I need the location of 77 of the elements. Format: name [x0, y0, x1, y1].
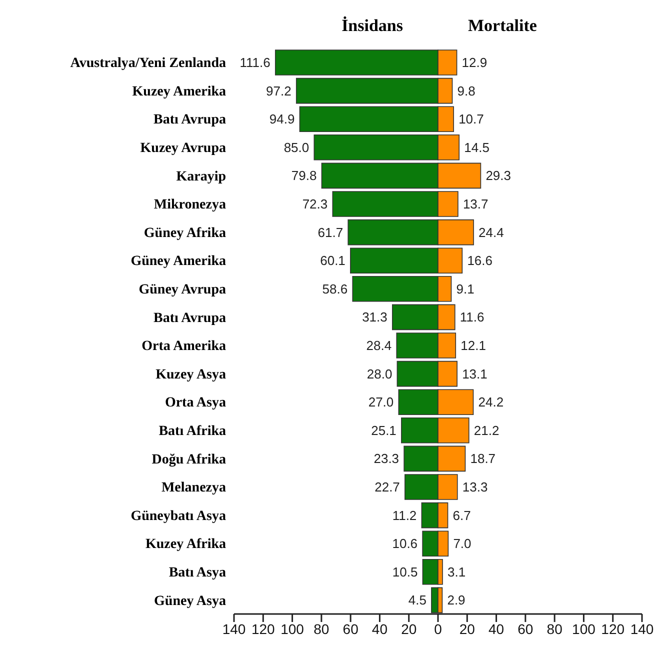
x-tick-label: 20	[401, 620, 417, 637]
data-label: 2.9	[447, 592, 466, 608]
data-label: 97.2	[266, 83, 292, 98]
data-label: 13.3	[462, 480, 488, 494]
y-tick-label: Batı Afrika	[158, 424, 226, 440]
y-tick-label: Kuzey Asya	[156, 367, 226, 382]
data-label: 29.3	[486, 168, 512, 184]
data-label: 21.2	[474, 422, 500, 438]
y-tick-label: Güney Amerika	[130, 254, 226, 270]
data-label: 28.0	[366, 366, 392, 382]
y-tick-label: Batı Avrupa	[154, 310, 226, 326]
data-label: 58.6	[322, 281, 348, 296]
data-label: 60.1	[320, 253, 346, 268]
y-tick-label: Karayip	[176, 169, 226, 184]
y-tick-label: Orta Amerika	[142, 339, 226, 354]
series-label: Mortalite	[468, 16, 537, 36]
data-label: 10.7	[458, 112, 484, 127]
y-tick-label: Avustralya/Yeni Zenlanda	[70, 56, 226, 72]
data-label: 12.9	[462, 55, 488, 70]
data-label: 94.9	[269, 112, 295, 127]
data-label: 72.3	[302, 196, 328, 212]
y-tick-label: Melanezya	[161, 480, 226, 496]
x-tick-label: 80	[546, 620, 563, 637]
x-tick-label: 120	[251, 620, 276, 637]
x-tick-label: 0	[434, 620, 442, 637]
y-tick-label: Kuzey Amerika	[132, 84, 226, 100]
x-tick-label: 120	[601, 620, 625, 637]
data-label: 7.0	[453, 536, 472, 552]
data-label: 13.7	[462, 196, 488, 212]
data-label: 12.1	[460, 338, 486, 353]
data-label: 16.6	[467, 253, 492, 268]
data-label: 24.4	[478, 224, 504, 240]
y-tick-label: Güneybatı Asya	[130, 508, 226, 524]
y-tick-label: Doğu Afrika	[152, 452, 226, 468]
data-label: 9.1	[456, 281, 474, 296]
y-tick-label: Güney Afrika	[144, 226, 226, 241]
data-label: 10.6	[392, 536, 418, 552]
y-tick-label: Kuzey Afrika	[146, 537, 226, 552]
data-label: 31.3	[362, 310, 388, 325]
data-label: 4.5	[408, 592, 426, 608]
data-label: 61.7	[318, 224, 344, 240]
y-tick-label: Batı Avrupa	[154, 112, 226, 128]
data-label: 24.2	[478, 394, 504, 410]
data-label: 10.5	[392, 564, 418, 580]
data-label: 6.7	[452, 508, 471, 523]
x-tick-label: 40	[372, 620, 388, 637]
x-tick-label: 100	[572, 620, 596, 637]
y-tick-label: Güney Asya	[154, 594, 226, 609]
data-label: 25.1	[371, 422, 396, 438]
x-tick-label: 40	[488, 620, 504, 637]
data-label: 13.1	[462, 366, 488, 382]
data-label: 11.2	[392, 508, 417, 523]
data-label: 18.7	[470, 451, 496, 466]
x-tick-label: 60	[342, 620, 359, 637]
data-label: 27.0	[368, 394, 394, 410]
data-label: 85.0	[284, 140, 310, 155]
data-label: 9.8	[457, 83, 476, 98]
data-label: 111.6	[240, 55, 270, 70]
x-tick-label: 140	[630, 620, 654, 637]
x-tick-label: 140	[222, 620, 246, 637]
x-tick-label: 20	[459, 620, 476, 637]
data-label: 23.3	[374, 451, 400, 466]
data-label: 22.7	[374, 480, 400, 494]
x-tick-label: 80	[314, 620, 330, 637]
y-tick-label: Batı Asya	[168, 566, 226, 581]
y-tick-label: Kuzey Avrupa	[140, 141, 226, 156]
data-label: 79.8	[291, 168, 317, 184]
series-label: İnsidans	[342, 16, 403, 36]
y-tick-label: Mikronezya	[154, 198, 226, 213]
y-tick-label: Güney Avrupa	[138, 282, 226, 298]
x-tick-label: 100	[280, 620, 304, 637]
data-label: 3.1	[448, 564, 466, 580]
data-label: 14.5	[464, 140, 490, 155]
x-tick-label: 60	[518, 620, 534, 637]
y-tick-label: Orta Asya	[164, 396, 226, 411]
data-label: 28.4	[366, 338, 392, 353]
data-label: 11.6	[460, 310, 484, 325]
